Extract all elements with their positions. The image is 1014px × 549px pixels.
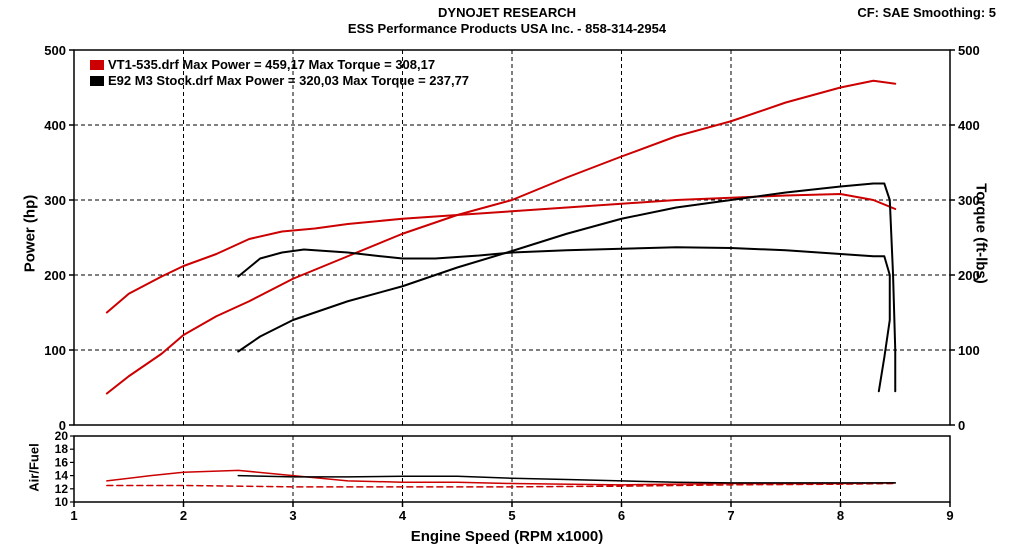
svg-text:8: 8 <box>837 508 844 523</box>
svg-text:300: 300 <box>958 193 980 208</box>
svg-text:10: 10 <box>55 495 69 509</box>
svg-text:5: 5 <box>508 508 515 523</box>
svg-text:400: 400 <box>958 118 980 133</box>
svg-text:16: 16 <box>55 455 69 469</box>
svg-text:3: 3 <box>289 508 296 523</box>
svg-text:12: 12 <box>55 482 69 496</box>
chart-svg: 1234567890010010020020030030040040050050… <box>0 0 1014 549</box>
svg-text:2: 2 <box>180 508 187 523</box>
svg-text:100: 100 <box>44 343 66 358</box>
svg-text:0: 0 <box>958 418 965 433</box>
svg-text:20: 20 <box>55 429 69 443</box>
svg-text:9: 9 <box>946 508 953 523</box>
svg-text:14: 14 <box>55 469 69 483</box>
svg-text:500: 500 <box>958 43 980 58</box>
chart-container: DYNOJET RESEARCH ESS Performance Product… <box>0 0 1014 549</box>
svg-text:200: 200 <box>44 268 66 283</box>
svg-text:6: 6 <box>618 508 625 523</box>
svg-text:500: 500 <box>44 43 66 58</box>
svg-text:400: 400 <box>44 118 66 133</box>
svg-text:100: 100 <box>958 343 980 358</box>
svg-text:1: 1 <box>70 508 77 523</box>
svg-text:7: 7 <box>727 508 734 523</box>
svg-text:18: 18 <box>55 442 69 456</box>
svg-text:300: 300 <box>44 193 66 208</box>
svg-text:200: 200 <box>958 268 980 283</box>
svg-text:4: 4 <box>399 508 407 523</box>
